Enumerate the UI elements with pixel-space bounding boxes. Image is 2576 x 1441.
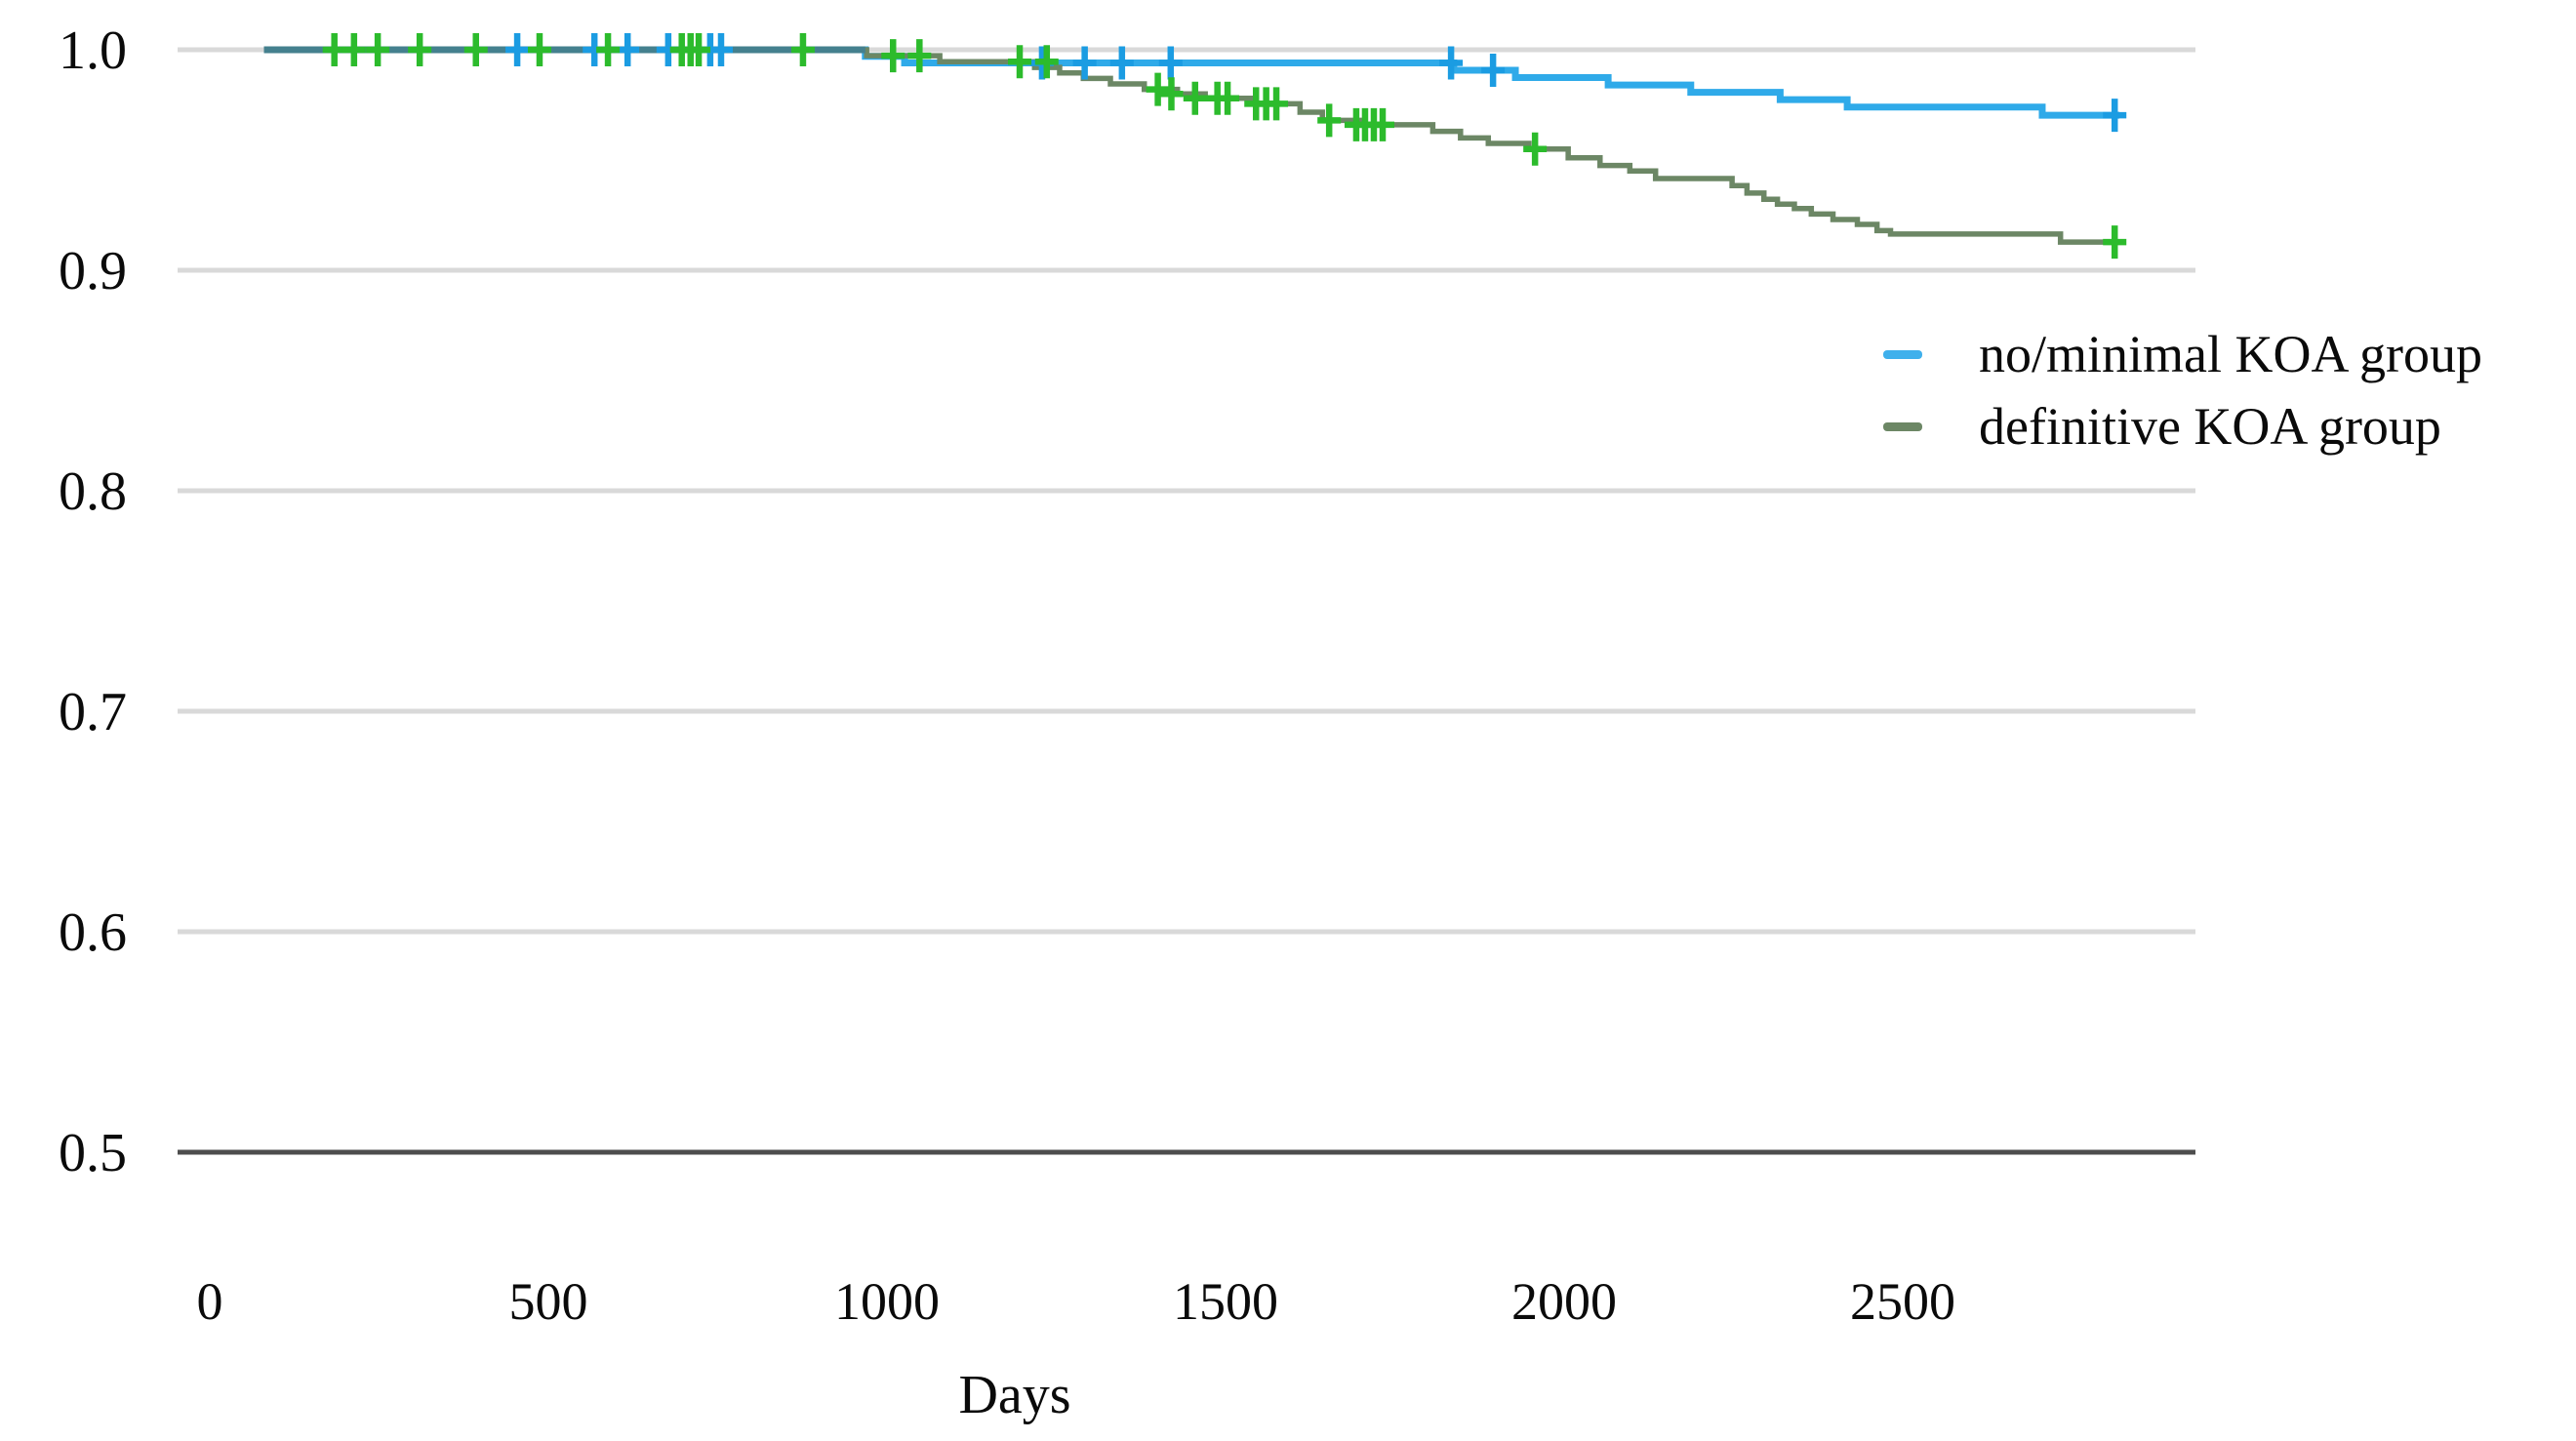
legend-item-no-minimal-koa: no/minimal KOA group (1883, 325, 2482, 383)
legend-item-definitive-koa: definitive KOA group (1883, 397, 2482, 456)
legend-label-no-minimal-koa: no/minimal KOA group (1979, 325, 2482, 383)
svg-text:0.8: 0.8 (59, 461, 127, 522)
x-axis-title: Days (958, 1365, 1071, 1425)
svg-text:2500: 2500 (1850, 1272, 1955, 1331)
legend-swatch-green-line-icon (1883, 421, 1922, 431)
svg-text:1.0: 1.0 (59, 20, 127, 81)
legend-swatch-blue-line-icon (1883, 349, 1922, 359)
svg-text:0.7: 0.7 (59, 682, 127, 742)
svg-text:2000: 2000 (1511, 1272, 1617, 1331)
svg-text:500: 500 (509, 1272, 588, 1331)
svg-text:0.5: 0.5 (59, 1123, 127, 1183)
chart-legend: no/minimal KOA group definitive KOA grou… (1883, 325, 2482, 456)
legend-label-definitive-koa: definitive KOA group (1979, 397, 2441, 456)
svg-text:1000: 1000 (834, 1272, 940, 1331)
svg-text:1500: 1500 (1173, 1272, 1278, 1331)
svg-text:0.9: 0.9 (59, 241, 127, 301)
svg-text:0: 0 (197, 1272, 223, 1331)
svg-text:0.6: 0.6 (59, 902, 127, 963)
